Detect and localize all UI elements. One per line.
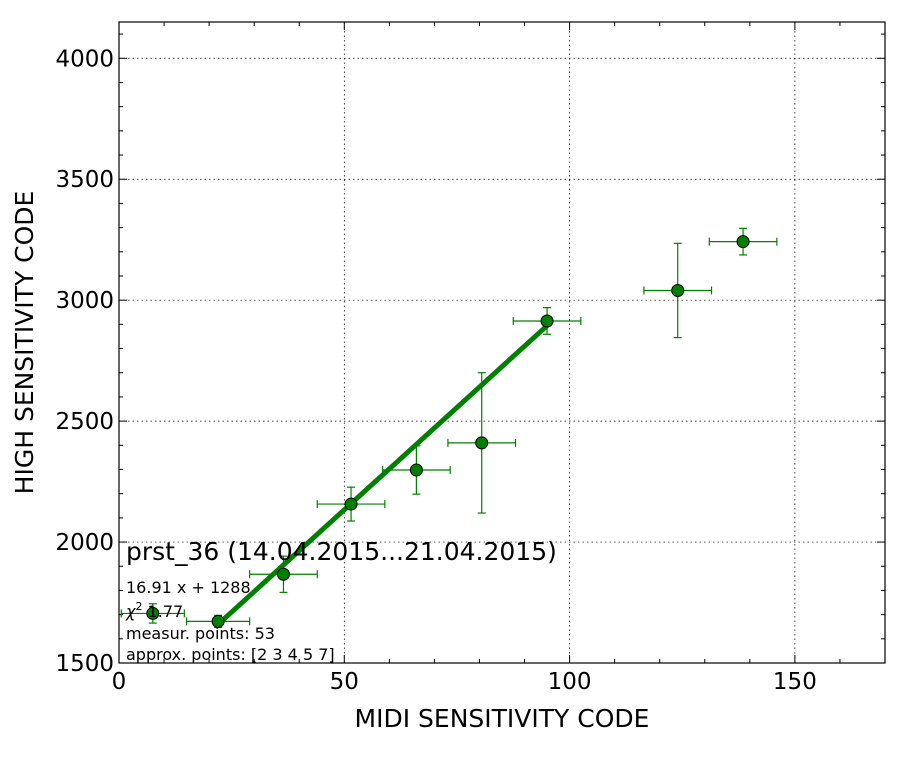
chi2-superscript: 2 <box>135 600 142 613</box>
annotation-box: prst_36 (14.04.2015...21.04.2015) 16.91 … <box>125 537 557 664</box>
fit-line-group <box>216 323 549 627</box>
data-point <box>211 614 225 628</box>
y-axis-label: HIGH SENSITIVITY CODE <box>10 191 39 495</box>
y-tick-label: 1500 <box>55 651 114 677</box>
x-tick-labels: 0 50 100 150 <box>112 669 817 695</box>
x-tick-label: 50 <box>330 669 359 695</box>
grid-lines <box>119 22 885 663</box>
annotation-approx-points: approx. points: [2 3 4 5 7] <box>126 645 335 664</box>
x-tick-label: 0 <box>112 669 127 695</box>
data-point <box>475 436 489 450</box>
data-point <box>671 283 685 297</box>
plot-frame <box>118 21 886 664</box>
annotation-fit-equation: 16.91 x + 1288 <box>126 578 251 597</box>
y-tick-label: 2000 <box>55 530 114 556</box>
major-ticks <box>118 22 885 664</box>
x-axis-label: MIDI SENSITIVITY CODE <box>355 704 650 733</box>
y-tick-label: 3000 <box>55 288 114 314</box>
data-point <box>540 314 554 328</box>
x-tick-label: 100 <box>548 669 592 695</box>
y-tick-label: 2500 <box>55 409 114 435</box>
y-tick-labels: 1500 2000 2500 3000 3500 4000 <box>55 46 114 677</box>
minor-ticks <box>119 22 886 663</box>
data-point <box>344 497 358 511</box>
y-tick-label: 4000 <box>55 46 114 72</box>
annotation-measur-points: measur. points: 53 <box>126 624 275 643</box>
annotation-title: prst_36 (14.04.2015...21.04.2015) <box>126 537 557 566</box>
fit-line <box>216 323 549 627</box>
data-point <box>736 235 750 249</box>
chi2-value: 1.77 <box>142 602 183 621</box>
annotation-chi2: χ2 1.77 <box>125 600 183 621</box>
data-point <box>276 567 290 581</box>
data-point <box>409 463 423 477</box>
markers-group <box>146 235 750 628</box>
data-point <box>146 606 160 620</box>
chi2-symbol: χ <box>125 602 136 621</box>
y-tick-label: 3500 <box>55 167 114 193</box>
x-tick-label: 150 <box>773 669 817 695</box>
